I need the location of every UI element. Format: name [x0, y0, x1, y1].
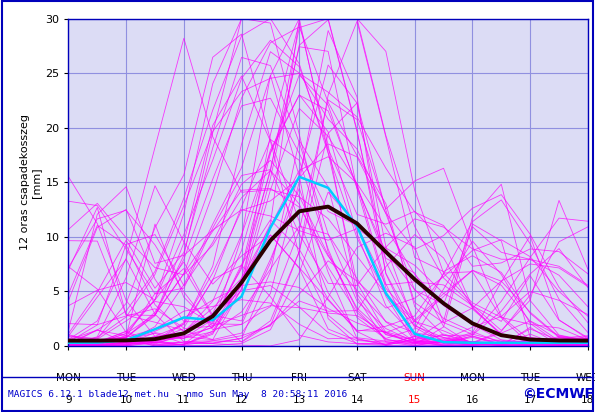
Y-axis label: 12 oras csapadekosszeg
[mm]: 12 oras csapadekosszeg [mm] [20, 114, 41, 250]
Text: SAT: SAT [347, 373, 367, 384]
Text: 11: 11 [177, 395, 190, 405]
Text: 16: 16 [466, 395, 479, 405]
Text: TUE: TUE [116, 373, 136, 384]
Text: 12: 12 [235, 395, 248, 405]
Text: 17: 17 [524, 395, 537, 405]
Text: MON: MON [460, 373, 485, 384]
Text: MAGICS 6.12.1 blade12.met.hu - nmo Sun May  8 20:58:11 2016: MAGICS 6.12.1 blade12.met.hu - nmo Sun M… [8, 390, 347, 398]
Text: SUN: SUN [404, 373, 425, 384]
Text: FRI: FRI [292, 373, 307, 384]
Text: THU: THU [231, 373, 252, 384]
Text: 10: 10 [120, 395, 133, 405]
Text: MON: MON [56, 373, 81, 384]
Text: 9: 9 [65, 395, 72, 405]
Text: 15: 15 [408, 395, 421, 405]
Text: 13: 13 [293, 395, 306, 405]
Text: ©ECMWF: ©ECMWF [522, 387, 594, 401]
Text: 14: 14 [350, 395, 364, 405]
Text: WED: WED [171, 373, 196, 384]
Text: 18: 18 [581, 395, 594, 405]
Text: WED: WED [575, 373, 595, 384]
Text: TUE: TUE [520, 373, 540, 384]
